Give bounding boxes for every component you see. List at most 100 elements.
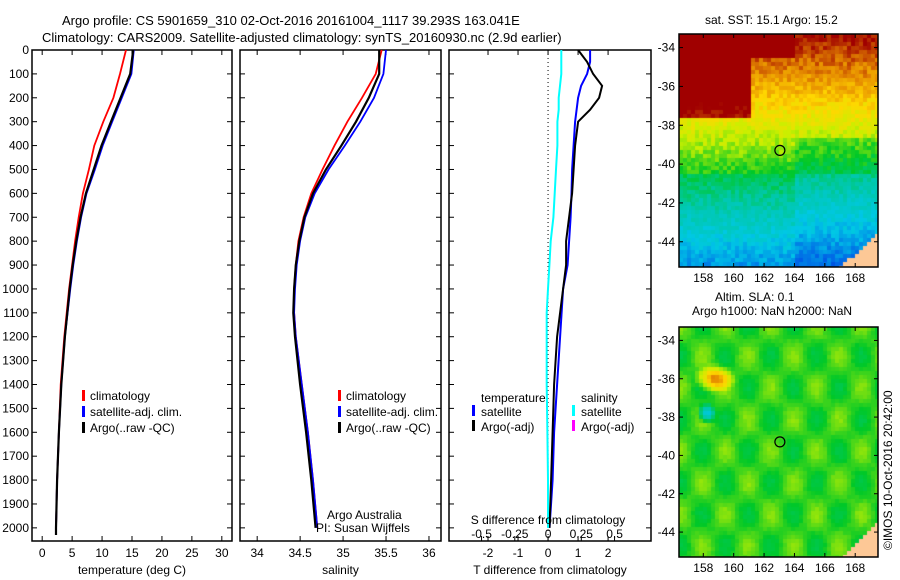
lat-tick-label: -38 [658,410,676,424]
legend-label: satellite [581,405,622,419]
y-tick-label: 1600 [2,425,29,439]
y-tick-label: 1500 [2,401,29,415]
y-tick-label: 200 [9,91,29,105]
lon-tick-label: 166 [815,561,835,575]
legend-label: Argo(..raw -QC) [90,421,175,435]
legend-swatch [572,405,575,416]
x-tick-label: 20 [155,546,169,560]
legend-swatch [572,420,575,431]
lon-tick-label: 162 [754,271,774,285]
title-line-1: Argo profile: CS 5901659_310 02-Oct-2016… [62,13,520,28]
legend-swatch [82,390,85,401]
x-tick-label: 0 [39,546,46,560]
y-tick-label: 600 [9,186,29,200]
x-tick-label: -2 [483,546,494,560]
salinity-profile-frame [239,49,442,542]
lat-tick-label: -42 [658,487,676,501]
argo-position-marker [774,144,786,156]
y-tick-label: 0 [22,43,29,57]
legend-label: satellite-adj. clim. [90,405,182,419]
series-argo-line [54,49,135,535]
x-tick-label: 0 [545,546,552,560]
lat-tick-label: -34 [658,333,676,347]
s-tick-label: 0.25 [570,527,594,541]
legend-label: climatology [346,389,406,403]
legend-label: Argo(..raw -QC) [346,421,431,435]
copyright-text: ©IMOS 10-Oct-2016 20:42:00 [881,390,895,550]
credit-pi: PI: Susan Wijffels [316,521,410,535]
s-satellite-line [545,50,563,528]
s-tick-label: 0.5 [606,527,623,541]
y-tick-label: 1100 [3,306,29,320]
lat-tick-label: -40 [658,157,676,171]
x-axis-label: salinity [322,563,359,577]
series-argo-line [292,50,381,528]
legend-swatch [472,420,475,431]
sst-map-frame [678,33,879,268]
x-axis-label: T difference from climatology [473,563,627,577]
lat-tick-label: -44 [658,235,676,249]
x-tick-label: 25 [185,546,199,560]
lat-tick-label: -34 [658,41,676,55]
x-tick-label: 34.5 [288,546,312,560]
y-tick-label: 1300 [2,354,29,368]
sst-map-image [679,34,878,267]
sla-map-title: Altim. SLA: 0.1 [715,290,795,304]
legend-swatch [338,390,341,401]
y-tick-label: 400 [9,139,29,153]
y-tick-label: 1700 [2,449,29,463]
title-line-2: Climatology: CARS2009. Satellite-adjuste… [42,30,562,45]
lon-tick-label: 164 [784,271,804,285]
lat-tick-label: -40 [658,448,676,462]
x-tick-label: 35 [336,546,350,560]
s-tick-label: -0.25 [501,527,529,541]
legend-swatch [338,406,341,417]
y-tick-label: 800 [9,234,29,248]
legend-swatch [338,422,341,433]
lat-tick-label: -44 [658,525,676,539]
x-tick-label: 30 [215,546,229,560]
lon-tick-label: 160 [724,561,744,575]
legend-label: Argo(-adj) [481,420,534,434]
y-tick-label: 100 [9,67,29,81]
legend-label: satellite-adj. clim. [346,405,438,419]
lon-tick-label: 168 [845,271,865,285]
y-tick-label: 1400 [2,378,29,392]
y-tick-label: 1000 [2,282,29,296]
x-axis-label: temperature (deg C) [78,563,186,577]
y-tick-label: 900 [9,258,29,272]
sla-map-frame [678,326,879,558]
y-tick-label: 1200 [2,330,29,344]
credit-argo-australia: Argo Australia [327,508,402,522]
legend-label: Argo(-adj) [581,420,634,434]
y-tick-label: 700 [9,210,29,224]
y-tick-label: 300 [9,115,29,129]
lon-tick-label: 168 [845,561,865,575]
lon-tick-label: 158 [693,561,713,575]
lon-tick-label: 166 [815,271,835,285]
y-tick-label: 2000 [2,521,29,535]
sst-map-title: sat. SST: 15.1 Argo: 15.2 [705,13,838,27]
lon-tick-label: 158 [693,271,713,285]
y-tick-label: 500 [9,162,29,176]
legend-temperature-title: temperature [481,391,546,405]
s-axis-label: S difference from climatology [471,513,626,527]
legend-salinity-title: salinity [581,391,618,405]
y-tick-label: 1900 [2,497,29,511]
lon-tick-label: 160 [724,271,744,285]
legend-swatch [82,422,85,433]
x-tick-label: 36 [422,546,436,560]
legend-label: satellite [481,405,522,419]
x-tick-label: 2 [605,546,612,560]
x-tick-label: 10 [95,546,109,560]
x-tick-label: 1 [575,546,582,560]
sla-map-subtitle: Argo h1000: NaN h2000: NaN [692,304,852,318]
lon-tick-label: 164 [784,561,804,575]
argo-position-marker [774,436,786,448]
t-argo-line [548,49,604,528]
legend-swatch [82,406,85,417]
x-tick-label: 34 [250,546,264,560]
lat-tick-label: -36 [658,372,676,386]
